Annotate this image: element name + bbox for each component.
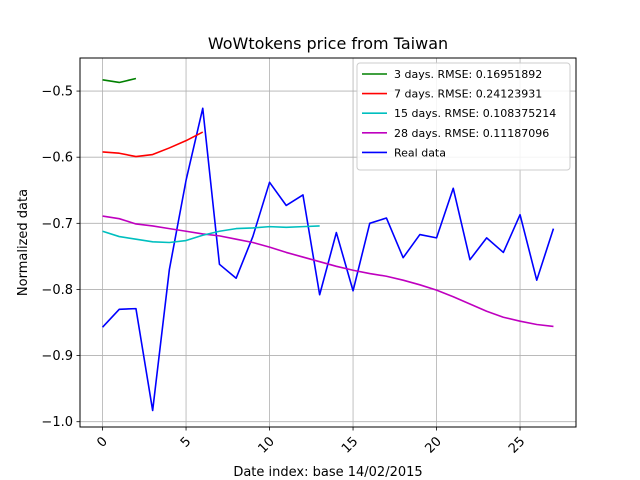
chart-title: WoWtokens price from Taiwan bbox=[208, 34, 448, 53]
legend: 3 days. RMSE: 0.16951892 7 days. RMSE: 0.… bbox=[356, 62, 571, 171]
series-line bbox=[102, 215, 554, 328]
y-tick-label: −0.9 bbox=[41, 349, 73, 364]
x-axis-label: Date index: base 14/02/2015 bbox=[233, 465, 422, 480]
series-line bbox=[102, 131, 204, 158]
legend-entry-label: Real data bbox=[394, 146, 446, 159]
y-tick-label: −1.0 bbox=[41, 415, 73, 430]
legend-entry-label: 28 days. RMSE: 0.11187096 bbox=[394, 127, 549, 140]
series-line bbox=[102, 225, 320, 244]
legend-entry-label: 15 days. RMSE: 0.108375214 bbox=[394, 107, 556, 120]
y-tick-label: −0.8 bbox=[41, 283, 73, 298]
legend-entry-label: 7 days. RMSE: 0.24123931 bbox=[394, 88, 542, 101]
y-axis-label: Normalized data bbox=[16, 189, 31, 296]
y-tick-label: −0.6 bbox=[41, 151, 73, 166]
y-tick-label: −0.7 bbox=[41, 217, 73, 232]
plot-frame bbox=[79, 57, 577, 428]
series-lines bbox=[101, 77, 555, 412]
y-tick-label: −0.5 bbox=[41, 85, 73, 100]
series-line bbox=[102, 77, 137, 84]
legend-box bbox=[356, 62, 571, 171]
legend-entry-label: 3 days. RMSE: 0.16951892 bbox=[394, 68, 542, 81]
